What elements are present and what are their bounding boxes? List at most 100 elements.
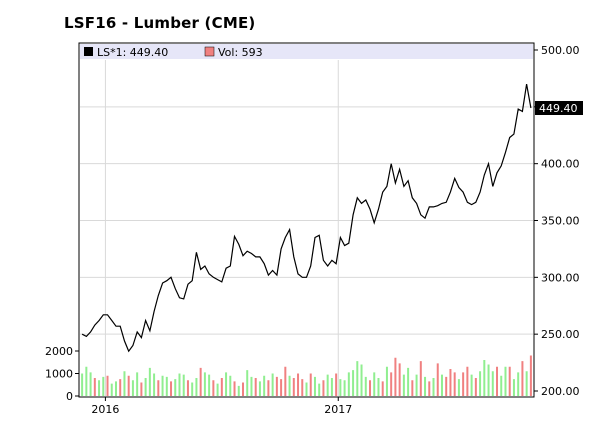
volume-bar bbox=[102, 376, 105, 396]
volume-bar bbox=[85, 366, 88, 396]
volume-bar bbox=[453, 372, 456, 396]
volume-bar bbox=[275, 376, 278, 396]
volume-bar bbox=[195, 378, 198, 396]
volume-bar bbox=[93, 378, 96, 396]
time-tick-label: 2016 bbox=[91, 403, 119, 416]
volume-bar bbox=[313, 376, 316, 396]
volume-bar bbox=[512, 379, 515, 396]
volume-bar bbox=[225, 372, 228, 396]
volume-bars bbox=[81, 355, 532, 396]
volume-bar bbox=[449, 369, 452, 396]
volume-bar bbox=[470, 374, 473, 396]
volume-bar bbox=[479, 371, 482, 396]
volume-bar bbox=[525, 371, 528, 396]
volume-bar bbox=[457, 379, 460, 396]
volume-bar bbox=[529, 355, 532, 396]
volume-bar bbox=[98, 380, 101, 396]
volume-bar bbox=[432, 378, 435, 396]
volume-bar bbox=[487, 364, 490, 396]
volume-bar bbox=[284, 366, 287, 396]
price-tick-label: 400.00 bbox=[541, 158, 580, 171]
volume-tick-label: 0 bbox=[66, 390, 73, 403]
volume-bar bbox=[186, 380, 189, 396]
volume-bar bbox=[377, 378, 380, 396]
volume-bar bbox=[318, 383, 321, 396]
volume-bar bbox=[237, 385, 240, 396]
volume-bar bbox=[161, 375, 164, 396]
volume-bar bbox=[178, 373, 181, 396]
volume-bar bbox=[263, 375, 266, 396]
volume-bar bbox=[483, 360, 486, 396]
volume-bar bbox=[445, 376, 448, 396]
volume-bar bbox=[411, 380, 414, 396]
price-tick-label: 350.00 bbox=[541, 215, 580, 228]
volume-bar bbox=[258, 381, 261, 396]
price-line-layer bbox=[81, 83, 532, 353]
volume-bar bbox=[254, 378, 257, 396]
volume-bar bbox=[419, 361, 422, 396]
price-tick-label: 200.00 bbox=[541, 385, 580, 398]
volume-bar bbox=[360, 364, 363, 396]
volume-bar bbox=[131, 380, 134, 396]
volume-bar bbox=[462, 372, 465, 396]
price-line bbox=[81, 83, 532, 353]
volume-bar bbox=[203, 372, 206, 396]
volume-bar bbox=[119, 379, 122, 396]
volume-bar bbox=[309, 373, 312, 396]
volume-bar bbox=[339, 379, 342, 396]
volume-bar bbox=[474, 378, 477, 396]
volume-bar bbox=[144, 378, 147, 396]
volume-bar bbox=[347, 372, 350, 396]
volume-bar bbox=[288, 375, 291, 396]
volume-bar bbox=[182, 374, 185, 396]
volume-bar bbox=[398, 363, 401, 396]
volume-bar bbox=[381, 381, 384, 396]
volume-bar bbox=[220, 378, 223, 396]
legend-price-swatch bbox=[84, 47, 93, 56]
volume-bar bbox=[241, 382, 244, 396]
last-value-box bbox=[535, 101, 583, 115]
volume-bar bbox=[280, 379, 283, 396]
legend-band bbox=[80, 44, 533, 59]
volume-bar bbox=[153, 373, 156, 396]
volume-bar bbox=[394, 357, 397, 396]
volume-bar bbox=[216, 383, 219, 396]
volume-bar bbox=[114, 381, 117, 396]
legend-volume-label: Vol: 593 bbox=[218, 46, 263, 59]
volume-bar bbox=[250, 376, 253, 396]
volume-bar bbox=[301, 379, 304, 396]
volume-bar bbox=[440, 374, 443, 396]
volume-bar bbox=[390, 372, 393, 396]
volume-bar bbox=[415, 374, 418, 396]
volume-bar bbox=[373, 372, 376, 396]
volume-bar bbox=[322, 380, 325, 396]
legend-volume-swatch bbox=[204, 46, 215, 57]
volume-bar bbox=[436, 363, 439, 396]
volume-bar bbox=[191, 382, 194, 396]
volume-bar bbox=[424, 376, 427, 396]
price-tick-label: 250.00 bbox=[541, 328, 580, 341]
volume-bar bbox=[428, 381, 431, 396]
volume-bar bbox=[157, 380, 160, 396]
volume-bar bbox=[229, 375, 232, 396]
volume-bar bbox=[521, 361, 524, 396]
volume-bar bbox=[140, 382, 143, 396]
volume-bar bbox=[356, 361, 359, 396]
volume-bar bbox=[208, 374, 211, 396]
volume-bar bbox=[402, 374, 405, 396]
volume-tick-label: 1000 bbox=[45, 368, 73, 381]
legend-price-label: LS*1: 449.40 bbox=[97, 46, 168, 59]
volume-bar bbox=[297, 373, 300, 396]
volume-bar bbox=[352, 370, 355, 396]
volume-bar bbox=[385, 366, 388, 396]
volume-bar bbox=[106, 375, 109, 396]
price-tick-label: 500.00 bbox=[541, 44, 580, 57]
volume-bar bbox=[343, 380, 346, 396]
volume-bar bbox=[491, 371, 494, 396]
volume-bar bbox=[267, 380, 270, 396]
last-value-badge: 449.40 bbox=[535, 101, 583, 115]
volume-bar bbox=[407, 367, 410, 396]
volume-bar bbox=[496, 366, 499, 396]
legend: LS*1: 449.40 Vol: 593 bbox=[84, 46, 263, 59]
